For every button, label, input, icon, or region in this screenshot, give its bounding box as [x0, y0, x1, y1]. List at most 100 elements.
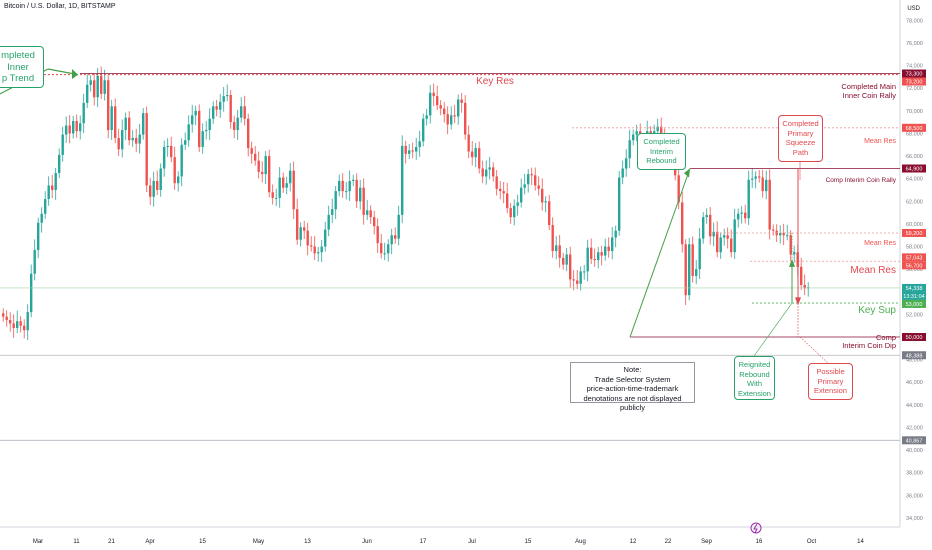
candle-body — [569, 254, 572, 280]
candle-body — [145, 113, 148, 186]
candle-body — [170, 145, 173, 158]
x-tick-label: 11 — [73, 539, 80, 545]
candle-body — [93, 80, 96, 98]
candle-body — [590, 247, 593, 259]
candle-body — [369, 210, 372, 218]
callout-line: p Trend — [1, 73, 35, 84]
candle-body — [474, 148, 477, 158]
candle-body — [464, 102, 467, 135]
candle-body — [320, 246, 323, 253]
candle-body — [187, 124, 190, 141]
candle-body — [205, 130, 208, 132]
price-tag-label: 54,338 — [906, 286, 923, 292]
candle-body — [443, 108, 446, 115]
mean-res-label: Mean Res — [864, 138, 896, 145]
comp-interim-rally-label: Comp Interim Coin Rally — [826, 177, 897, 184]
y-tick-label: 36,000 — [906, 493, 923, 499]
time-axis: Mar 11 21 Apr 15 May 13 Jun 17 Jul 15 Aug 12 22 Sep 16 O… — [33, 539, 865, 545]
candle-body — [324, 229, 327, 247]
callout-line: Path — [792, 147, 809, 157]
candle-body — [558, 245, 561, 258]
candle-body — [800, 266, 803, 285]
callout-completed-interim-rebound: Completed Interim Rebound — [637, 133, 686, 170]
x-tick-label: Sep — [701, 539, 712, 545]
candle-body — [684, 244, 687, 296]
candle-body — [397, 214, 400, 239]
candle-body — [82, 102, 85, 124]
candle-body — [236, 117, 239, 131]
candle-body — [681, 202, 684, 245]
candle-body — [614, 230, 617, 238]
x-tick-label: Jul — [468, 539, 476, 545]
candle-body — [593, 258, 596, 261]
candle-body — [180, 144, 183, 177]
x-tick-label: Aug — [575, 539, 586, 545]
candle-body — [653, 131, 656, 134]
mean-res-label: Mean Res — [864, 240, 896, 247]
x-tick-label: 22 — [665, 539, 672, 545]
candle-body — [632, 134, 635, 141]
candle-body — [264, 156, 267, 175]
price-tag — [902, 351, 926, 360]
price-tag — [902, 164, 926, 173]
candle-body — [289, 170, 292, 184]
y-tick-label: 34,000 — [906, 516, 923, 522]
x-tick-label: 21 — [108, 539, 115, 545]
candle-body — [68, 125, 71, 134]
candle-body — [562, 257, 565, 265]
x-tick-label: 16 — [756, 539, 763, 545]
x-tick-label: Oct — [807, 539, 817, 545]
callout-line: Reignited — [738, 360, 771, 369]
candle-body — [740, 212, 743, 214]
candle-body — [803, 284, 806, 289]
price-tag-label: 73,200 — [906, 80, 923, 86]
candle-body — [691, 244, 694, 276]
candle-body — [355, 179, 358, 202]
callout-line: Extension — [814, 386, 847, 395]
price-tag-label: 68,500 — [906, 126, 923, 132]
candle-body — [436, 96, 439, 106]
candle-body — [191, 115, 194, 125]
price-tag-label: 13:31:04 — [903, 294, 924, 300]
candle-body — [688, 244, 691, 296]
y-tick-label: 46,000 — [906, 380, 923, 386]
candle-body — [481, 168, 484, 177]
callout-line: Primary — [787, 128, 814, 138]
candle-body — [131, 137, 134, 141]
candle-body — [142, 113, 145, 135]
note-line: Note: — [623, 365, 642, 374]
y-tick-label: 70,000 — [906, 109, 923, 115]
x-tick-label: Apr — [145, 539, 154, 545]
note-line: Trade Selector System — [594, 374, 671, 384]
currency-label[interactable]: USD — [907, 6, 920, 12]
candle-body — [243, 106, 246, 119]
price-tag-label: 59,200 — [906, 231, 923, 237]
callout-line: Extension — [738, 388, 771, 398]
callout-line: Interim — [650, 146, 673, 156]
symbol-header[interactable]: Bitcoin / U.S. Dollar, 1D, BITSTAMP — [4, 3, 116, 10]
candle-body — [338, 180, 341, 192]
price-tag — [902, 291, 926, 300]
x-tick-label: 12 — [630, 539, 637, 545]
callout-line: Completed — [643, 137, 680, 146]
candle-body — [51, 185, 54, 190]
candle-body — [716, 231, 719, 253]
candle-body — [786, 235, 789, 237]
candle-body — [16, 321, 19, 328]
y-tick-label: 58,000 — [906, 245, 923, 251]
candle-body — [705, 214, 708, 218]
y-tick-label: 76,000 — [906, 41, 923, 47]
candle-body — [275, 197, 278, 199]
candle-body — [492, 167, 495, 177]
callout-pointer — [753, 302, 793, 357]
candle-body — [583, 271, 586, 273]
comp-dip-label: Interim Coin Dip — [842, 341, 896, 350]
candle-body — [257, 160, 260, 172]
candle-body — [376, 226, 379, 244]
mean-res-label-large: Mean Res — [850, 265, 896, 276]
note-line: denotations are not displayed publicly — [583, 393, 682, 413]
price-tag-label: 50,000 — [906, 335, 923, 341]
candle-body — [23, 325, 26, 331]
candle-body — [19, 321, 22, 326]
